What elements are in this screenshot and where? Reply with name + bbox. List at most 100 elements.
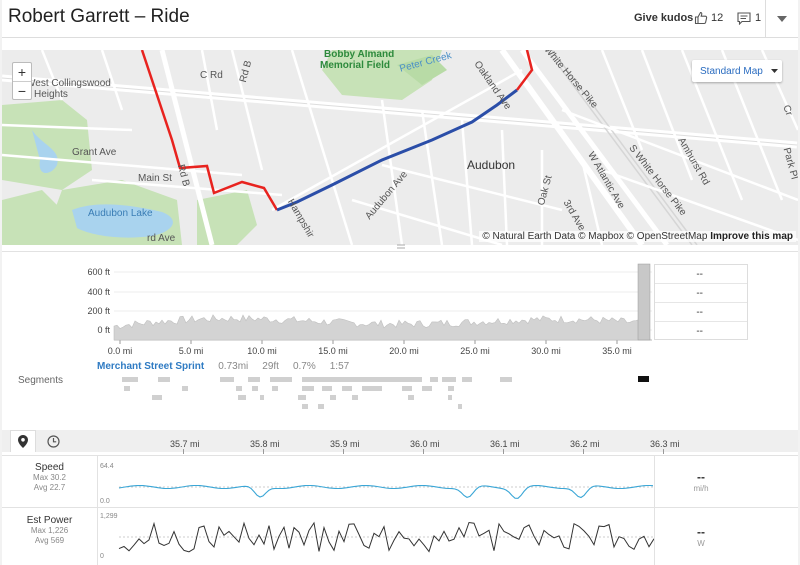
- power-stream-label: Est Power Max 1,226 Avg 569: [2, 515, 97, 546]
- power-ymin: 0: [100, 553, 104, 560]
- attribution-text: © Natural Earth Data © Mapbox © OpenStre…: [482, 231, 708, 242]
- stream-x-tick: 36.1 mi: [490, 439, 520, 449]
- kudos-button[interactable]: 12: [694, 8, 723, 28]
- give-kudos-button[interactable]: Give kudos: [634, 12, 694, 24]
- stream-x-tick: 36.0 mi: [410, 439, 440, 449]
- y-tick-label: 0 ft: [97, 325, 110, 335]
- segment-bar: [124, 386, 130, 391]
- chevron-down-icon: [777, 15, 787, 22]
- comments-button[interactable]: 1: [737, 8, 761, 28]
- segment-grade: 0.7%: [292, 361, 316, 372]
- x-tick-label: 0.0 mi: [108, 346, 133, 356]
- speed-chart[interactable]: 64.4 0.0: [97, 456, 654, 506]
- segment-line: [276, 88, 518, 212]
- improve-map-link[interactable]: Improve this map: [710, 231, 793, 242]
- map-type-label: Standard Map: [700, 65, 763, 77]
- speed-label: Speed: [35, 462, 64, 473]
- power-line: [118, 521, 654, 553]
- speed-avg: Avg 22.7: [33, 483, 66, 492]
- x-tick-label: 35.0 mi: [602, 346, 632, 356]
- speed-readout: -- mi/h: [654, 470, 748, 493]
- stream-x-tick: 35.9 mi: [330, 439, 360, 449]
- map-label: Audubon Lake: [88, 208, 153, 219]
- route-map[interactable]: West Collingswood Heights C Rd Rd B Bobb…: [2, 50, 798, 245]
- activity-header: Robert Garrett – Ride Give kudos 12 1: [2, 0, 798, 38]
- segment-bar: [236, 386, 242, 391]
- speed-max: Max 30.2: [33, 473, 66, 482]
- stat-value: --: [655, 265, 747, 284]
- comment-icon: [737, 11, 751, 25]
- speed-ymax: 64.4: [100, 463, 114, 470]
- segment-bar: [322, 386, 332, 391]
- map-label: Bobby Almand: [324, 50, 395, 60]
- segment-bar: [260, 395, 264, 400]
- segments-label: Segments: [18, 375, 64, 386]
- tab-distance[interactable]: [10, 430, 36, 452]
- segment-bar: [252, 386, 258, 391]
- x-tick-label: 25.0 mi: [460, 346, 490, 356]
- segment-bar: [448, 395, 452, 400]
- segment-bar: [302, 377, 422, 382]
- zoom-out-button[interactable]: −: [13, 81, 31, 99]
- stat-value: --: [655, 303, 747, 322]
- segment-bar: [302, 386, 314, 391]
- map-label: Audubon: [467, 158, 516, 172]
- chevron-down-icon: [770, 69, 778, 73]
- page-title: Robert Garrett – Ride: [8, 6, 190, 27]
- map-label: rd Ave: [147, 233, 176, 244]
- segment-name[interactable]: Merchant Street Sprint: [97, 361, 205, 372]
- y-tick-label: 400 ft: [87, 287, 110, 297]
- segment-bar: [220, 377, 234, 382]
- power-ymax: 1,299: [100, 513, 118, 520]
- map-pin-icon: [18, 435, 28, 448]
- map-label: West Collingswood: [26, 78, 111, 89]
- power-avg: Avg 569: [34, 536, 65, 545]
- speed-stream-label: Speed Max 30.2 Avg 22.7: [2, 462, 97, 493]
- segment-bar: [272, 386, 278, 391]
- x-tick-label: 30.0 mi: [531, 346, 561, 356]
- comment-count: 1: [755, 12, 762, 24]
- segment-bar: [302, 404, 308, 409]
- segment-bar: [152, 395, 162, 400]
- tab-time[interactable]: [40, 430, 66, 452]
- power-max: Max 1,226: [30, 526, 69, 535]
- map-label: Grant Ave: [72, 147, 117, 158]
- elevation-profile: [113, 314, 651, 341]
- segment-bar: [248, 377, 260, 382]
- power-chart[interactable]: 1,299 0: [97, 508, 654, 564]
- route-line: [140, 50, 279, 211]
- segment-bar: [182, 386, 188, 391]
- y-tick-label: 200 ft: [87, 306, 110, 316]
- elevation-stats-box: -- -- -- --: [654, 264, 748, 340]
- clock-icon: [46, 434, 60, 448]
- segment-elevation: 29ft: [262, 361, 279, 372]
- thumbs-up-icon: [694, 11, 708, 25]
- segment-bar: [408, 395, 414, 400]
- map-label: Memorial Field: [320, 60, 391, 71]
- power-label: Est Power: [26, 515, 73, 526]
- map-canvas[interactable]: [2, 50, 798, 245]
- x-tick-label: 20.0 mi: [389, 346, 419, 356]
- stream-x-tick: 35.7 mi: [170, 439, 200, 449]
- map-resize-handle[interactable]: [397, 244, 405, 250]
- actions-menu-button[interactable]: [765, 0, 798, 37]
- map-type-select[interactable]: Standard Map: [692, 60, 782, 82]
- highlighted-segment[interactable]: Merchant Street Sprint 0.73mi 29ft 0.7% …: [97, 361, 349, 372]
- segment-bar: [318, 404, 324, 409]
- elevation-chart[interactable]: 600 ft 400 ft 200 ft 0 ft 0.0 mi 5.0 mi 10.0 m…: [2, 258, 798, 358]
- zoom-in-button[interactable]: +: [17, 64, 27, 80]
- speed-value: --: [697, 470, 705, 484]
- map-label: Heights: [34, 89, 68, 100]
- power-unit: W: [697, 539, 705, 548]
- kudos-count: 12: [711, 12, 724, 24]
- segment-distance: 0.73mi: [218, 361, 249, 372]
- segment-bar: [402, 386, 412, 391]
- stat-value: --: [696, 326, 703, 337]
- speed-line: [118, 484, 654, 499]
- segment-bars[interactable]: [2, 374, 798, 414]
- segment-bar: [458, 404, 462, 409]
- x-tick-label: 15.0 mi: [318, 346, 348, 356]
- segment-bar: [442, 377, 456, 382]
- map-label: C Rd: [200, 70, 223, 81]
- segment-bar: [462, 377, 472, 382]
